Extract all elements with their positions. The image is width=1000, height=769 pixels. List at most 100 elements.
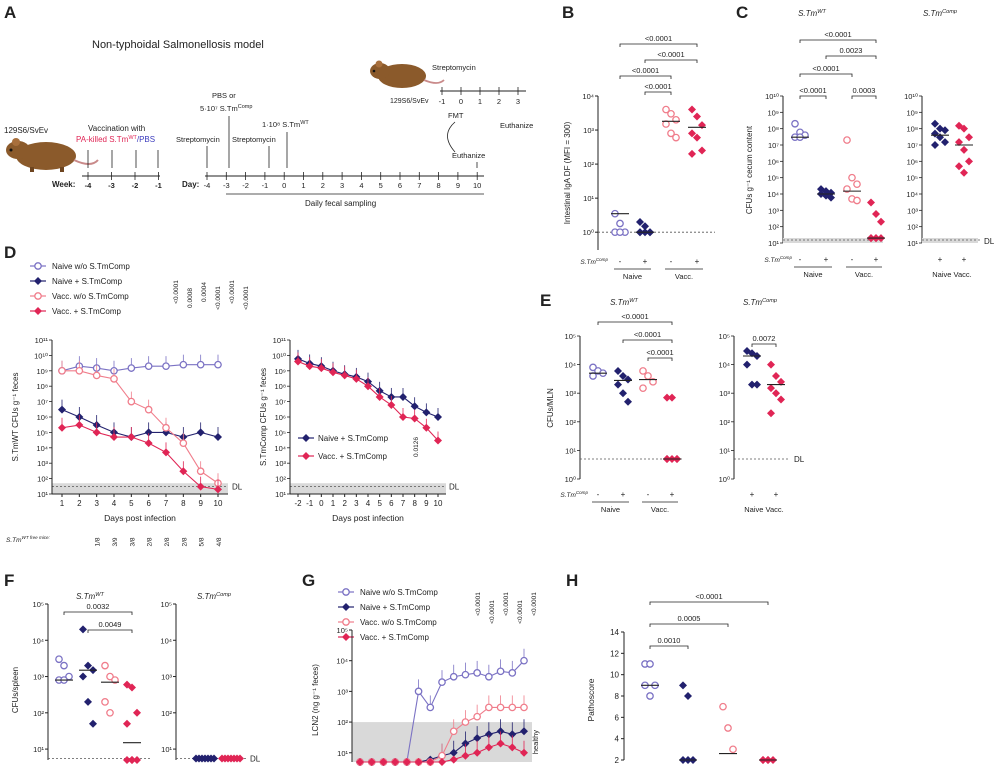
d-left-dl-shade bbox=[52, 483, 228, 494]
b-group-label: Vacc. bbox=[675, 272, 693, 281]
b-point bbox=[667, 129, 675, 138]
comp-row-label-base: S.Tm bbox=[764, 257, 780, 264]
d-legend-stat: <0.0001 bbox=[243, 286, 250, 310]
c-left-y-tick-label: 10⁶ bbox=[768, 157, 779, 166]
day-label: Day: bbox=[182, 180, 199, 189]
f2-points bbox=[192, 754, 244, 763]
f-point bbox=[133, 756, 141, 764]
d-left-point bbox=[144, 439, 153, 448]
d-free-mice-value: 2/8 bbox=[181, 537, 188, 546]
comp-sign: + bbox=[824, 255, 829, 264]
d-left-x-tick-label: 4 bbox=[112, 499, 117, 508]
d-free-mice-value: 3/8 bbox=[129, 537, 136, 546]
c-bracket-line bbox=[799, 73, 853, 77]
c-left-y-tick-label: 10⁸ bbox=[767, 125, 779, 134]
f-point bbox=[79, 672, 87, 681]
e-dl-label: DL bbox=[794, 455, 805, 464]
f-left-y-tick-label: 10⁵ bbox=[33, 600, 44, 609]
panel-letter-h: H bbox=[566, 571, 578, 590]
f-point bbox=[106, 672, 114, 681]
g-point bbox=[356, 758, 364, 766]
panel-f-chart: S.TmWT S.TmComp10¹10²10³10⁴10⁵10¹10²10³10… bbox=[11, 592, 261, 764]
day-tick-label: 7 bbox=[417, 181, 421, 190]
model-title: Non-typhoidal Salmonellosis model bbox=[92, 39, 264, 51]
f-bracket-line bbox=[63, 611, 133, 615]
comp-row-label-base: S.Tm bbox=[580, 259, 596, 266]
e-right-y-tick-label: 10³ bbox=[719, 389, 730, 398]
d-free-mice-value: 2/8 bbox=[164, 537, 171, 546]
e-title-wt: S.TmWT bbox=[610, 298, 638, 307]
f2-point bbox=[236, 754, 244, 763]
g-point bbox=[449, 748, 458, 757]
g-point bbox=[508, 669, 517, 677]
f-left-y-tick-label: 10² bbox=[33, 709, 44, 718]
c2-point bbox=[960, 124, 968, 133]
g-point bbox=[473, 669, 481, 677]
f-right-y-tick-label: 10⁵ bbox=[161, 600, 172, 609]
g-point bbox=[449, 727, 458, 736]
d-right-y-tick-label: 10¹⁰ bbox=[272, 351, 286, 360]
f-point bbox=[123, 756, 131, 764]
d-legend-label: Vacc. + S.TmComp bbox=[52, 307, 122, 316]
g-point bbox=[485, 703, 493, 712]
g-point bbox=[473, 734, 482, 743]
e-left-y-tick-label: 10¹ bbox=[565, 446, 576, 455]
g-point bbox=[485, 672, 493, 681]
e-point bbox=[624, 375, 632, 384]
strep-label-2: Streptomycin bbox=[232, 135, 276, 144]
d-right-point bbox=[387, 401, 396, 410]
g-point bbox=[484, 730, 493, 739]
h-bracket-label: <0.0001 bbox=[695, 592, 722, 601]
d-left-y-tick-label: 10³ bbox=[37, 459, 48, 468]
comp-row-label: S.TmComp bbox=[764, 255, 792, 264]
g-legend-label: Vacc. w/o S.TmComp bbox=[360, 618, 437, 627]
dose-comp-text: 5·10⁷ S.Tm bbox=[200, 104, 238, 113]
d-left-y-tick-label: 10⁴ bbox=[36, 444, 48, 453]
g-point bbox=[473, 748, 482, 757]
comp-row-label-base: S.Tm bbox=[560, 492, 576, 499]
d-right-x-tick-label: 8 bbox=[412, 499, 417, 508]
d-right-x-tick-label: 9 bbox=[424, 499, 429, 508]
e-bracket-label: <0.0001 bbox=[634, 330, 661, 339]
e-point bbox=[619, 389, 627, 398]
d-right-point bbox=[399, 392, 407, 401]
d-left-point bbox=[127, 397, 136, 406]
c-left-y-tick-label: 10¹ bbox=[768, 239, 779, 248]
f-title-comp-base: S.Tm bbox=[197, 592, 216, 601]
b-bracket-line bbox=[644, 91, 672, 95]
g-point bbox=[426, 703, 435, 712]
d-right-x-tick-label: 0 bbox=[319, 499, 324, 508]
d-right-point bbox=[410, 414, 419, 423]
d-left-point bbox=[110, 375, 118, 383]
comp-sign: + bbox=[670, 490, 675, 499]
d-left-y-tick-label: 10⁷ bbox=[37, 398, 48, 407]
d-legend-label: Naive + S.TmComp bbox=[52, 277, 123, 286]
c-right-y-tick-label: 10⁶ bbox=[907, 157, 918, 166]
g-legend-label: Naive w/o S.TmComp bbox=[360, 588, 438, 597]
b-y-tick-label: 10⁴ bbox=[582, 92, 594, 101]
e-y-label: CFUs/MLN bbox=[546, 388, 555, 428]
timeline-arrows bbox=[87, 116, 478, 168]
mouse-illustration bbox=[6, 138, 99, 172]
e-left-y-tick-label: 10⁵ bbox=[565, 332, 576, 341]
d-right-point bbox=[399, 413, 407, 421]
g-point bbox=[426, 758, 435, 766]
f-right-y-tick-label: 10¹ bbox=[161, 745, 172, 754]
b-bracket-line bbox=[619, 75, 672, 79]
e2-group-label: Naive Vacc. bbox=[744, 505, 783, 514]
b-point bbox=[688, 105, 696, 114]
c-dl-shade-2 bbox=[922, 238, 978, 243]
e-right-y-tick-label: 10⁰ bbox=[719, 475, 730, 484]
d-right-y-tick-label: 10⁴ bbox=[274, 444, 286, 453]
e-right-y-tick-label: 10² bbox=[719, 418, 730, 427]
c-bracket-label: 0.0003 bbox=[853, 86, 876, 95]
d-left-x-tick-label: 1 bbox=[60, 499, 65, 508]
week-ticks: -4 -3 -2 -1 bbox=[85, 172, 162, 190]
panel-letter-g: G bbox=[302, 571, 315, 590]
g-point bbox=[520, 748, 528, 757]
e-bracket-label: <0.0001 bbox=[646, 348, 673, 357]
c-point bbox=[877, 217, 885, 226]
week-tick-label: -4 bbox=[85, 181, 92, 190]
panel-letter-b: B bbox=[562, 3, 574, 22]
e-series-naive_open bbox=[589, 363, 607, 380]
